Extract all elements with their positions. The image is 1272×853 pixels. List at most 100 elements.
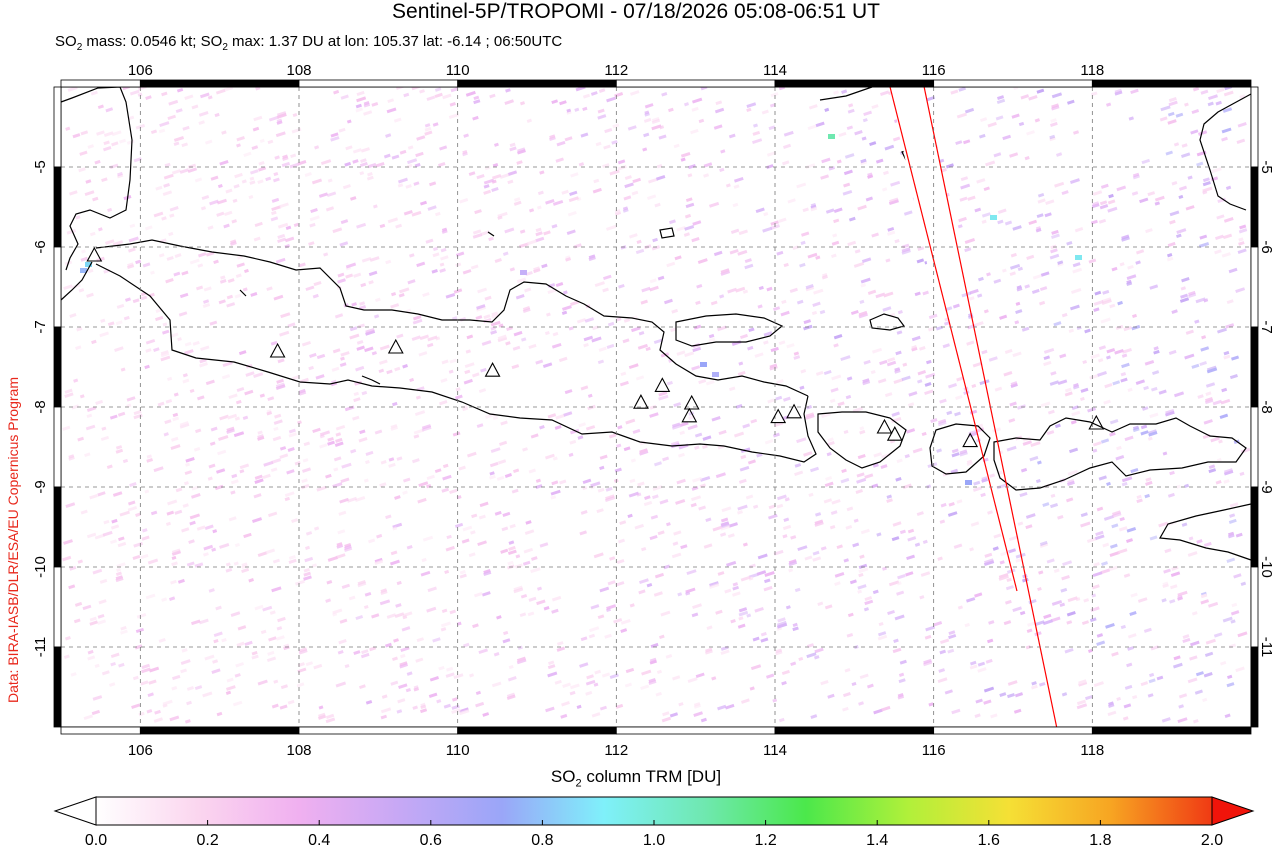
so2-pixel: [598, 88, 606, 93]
so2-pixel: [961, 291, 972, 298]
so2-pixel: [1191, 611, 1198, 616]
so2-pixel: [1064, 647, 1074, 654]
so2-pixel: [466, 334, 474, 340]
so2-pixel: [225, 685, 236, 691]
so2-pixel: [63, 284, 73, 291]
so2-pixel: [208, 588, 215, 593]
so2-pixel: [356, 345, 365, 351]
so2-pixel: [238, 350, 247, 356]
so2-pixel: [1229, 502, 1239, 508]
so2-pixel: [833, 207, 843, 213]
so2-pixel: [163, 173, 174, 180]
so2-pixel: [1080, 521, 1091, 528]
so2-pixel: [251, 517, 263, 523]
so2-pixel: [801, 231, 810, 237]
so2-pixel: [396, 709, 403, 714]
so2-pixel: [228, 393, 238, 400]
so2-pixel: [341, 583, 351, 589]
so2-pixel: [338, 639, 347, 645]
so2-pixel: [919, 346, 926, 351]
so2-pixel: [406, 671, 413, 676]
so2-pixel: [922, 539, 928, 544]
so2-pixel: [259, 393, 266, 398]
so2-pixel: [829, 525, 836, 530]
so2-pixel: [502, 251, 509, 256]
so2-pixel: [359, 429, 366, 435]
so2-pixel: [318, 192, 329, 198]
so2-pixel: [737, 249, 748, 256]
so2-pixel: [161, 216, 167, 221]
so2-pixel: [97, 104, 104, 110]
so2-pixel: [588, 633, 596, 639]
so2-pixel: [1115, 455, 1125, 461]
so2-pixel: [1214, 249, 1222, 255]
so2-pixel: [1175, 112, 1184, 118]
so2-pixel: [367, 162, 377, 169]
so2-pixel: [1123, 703, 1132, 709]
so2-pixel: [859, 554, 865, 559]
so2-pixel: [516, 277, 527, 284]
so2-pixel: [86, 532, 97, 539]
so2-pixel: [1070, 304, 1080, 311]
so2-pixel: [279, 202, 289, 209]
so2-pixel: [192, 340, 200, 346]
so2-pixel: [825, 208, 835, 214]
so2-pixel: [520, 593, 528, 599]
so2-pixel: [248, 195, 254, 200]
so2-pixel: [547, 288, 557, 295]
so2-pixel: [1215, 480, 1222, 485]
so2-pixel: [379, 359, 388, 365]
so2-pixel: [1142, 406, 1149, 411]
so2-pixel: [684, 351, 695, 358]
so2-pixel: [687, 677, 698, 683]
so2-pixel: [815, 512, 822, 517]
so2-pixel: [1143, 385, 1149, 391]
so2-pixel: [337, 529, 346, 535]
so2-pixel: [1031, 681, 1037, 686]
so2-pixel: [859, 429, 866, 435]
colorbar-tick-label: 0.8: [531, 832, 554, 849]
so2-pixel: [1224, 468, 1233, 474]
so2-pixel: [814, 647, 824, 654]
so2-pixel: [349, 333, 360, 340]
so2-pixel: [95, 399, 104, 405]
so2-pixel: [658, 391, 668, 397]
so2-pixel: [1135, 260, 1141, 265]
so2-pixel: [244, 389, 254, 396]
so2-pixel: [1201, 335, 1207, 340]
so2-pixel: [305, 285, 315, 292]
frame-bar-bottom: [457, 726, 617, 735]
so2-pixel: [1010, 263, 1021, 270]
so2-pixel: [253, 372, 264, 379]
lat-tick-label-left: -11: [32, 637, 49, 658]
so2-pixel: [1066, 240, 1073, 246]
so2-pixel: [348, 595, 356, 601]
so2-pixel: [1043, 347, 1055, 354]
so2-pixel: [517, 147, 526, 153]
so2-pixel: [562, 305, 572, 311]
so2-pixel: [381, 694, 388, 699]
so2-pixel: [171, 169, 181, 175]
so2-pixel: [700, 717, 707, 723]
so2-pixel: [1096, 506, 1104, 512]
so2-pixel: [1043, 355, 1051, 361]
so2-pixel: [402, 615, 408, 620]
so2-pixel: [1230, 610, 1240, 616]
so2-pixel: [226, 428, 235, 434]
so2-pixel: [644, 112, 650, 117]
so2-pixel: [853, 518, 859, 523]
so2-pixel: [618, 538, 626, 544]
so2-pixel: [698, 379, 707, 385]
so2-pixel: [593, 552, 604, 559]
colorbar-tick-label: 1.2: [754, 832, 777, 849]
so2-pixel: [1181, 522, 1188, 527]
so2-pixel: [867, 174, 874, 179]
summary-sub-a: 2: [76, 42, 83, 53]
so2-pixel: [327, 555, 338, 562]
so2-pixel: [833, 333, 843, 340]
so2-pixel: [715, 100, 723, 106]
so2-pixel: [545, 453, 555, 460]
so2-pixel: [1004, 220, 1013, 226]
so2-pixel: [279, 446, 287, 451]
so2-pixel: [693, 324, 702, 330]
